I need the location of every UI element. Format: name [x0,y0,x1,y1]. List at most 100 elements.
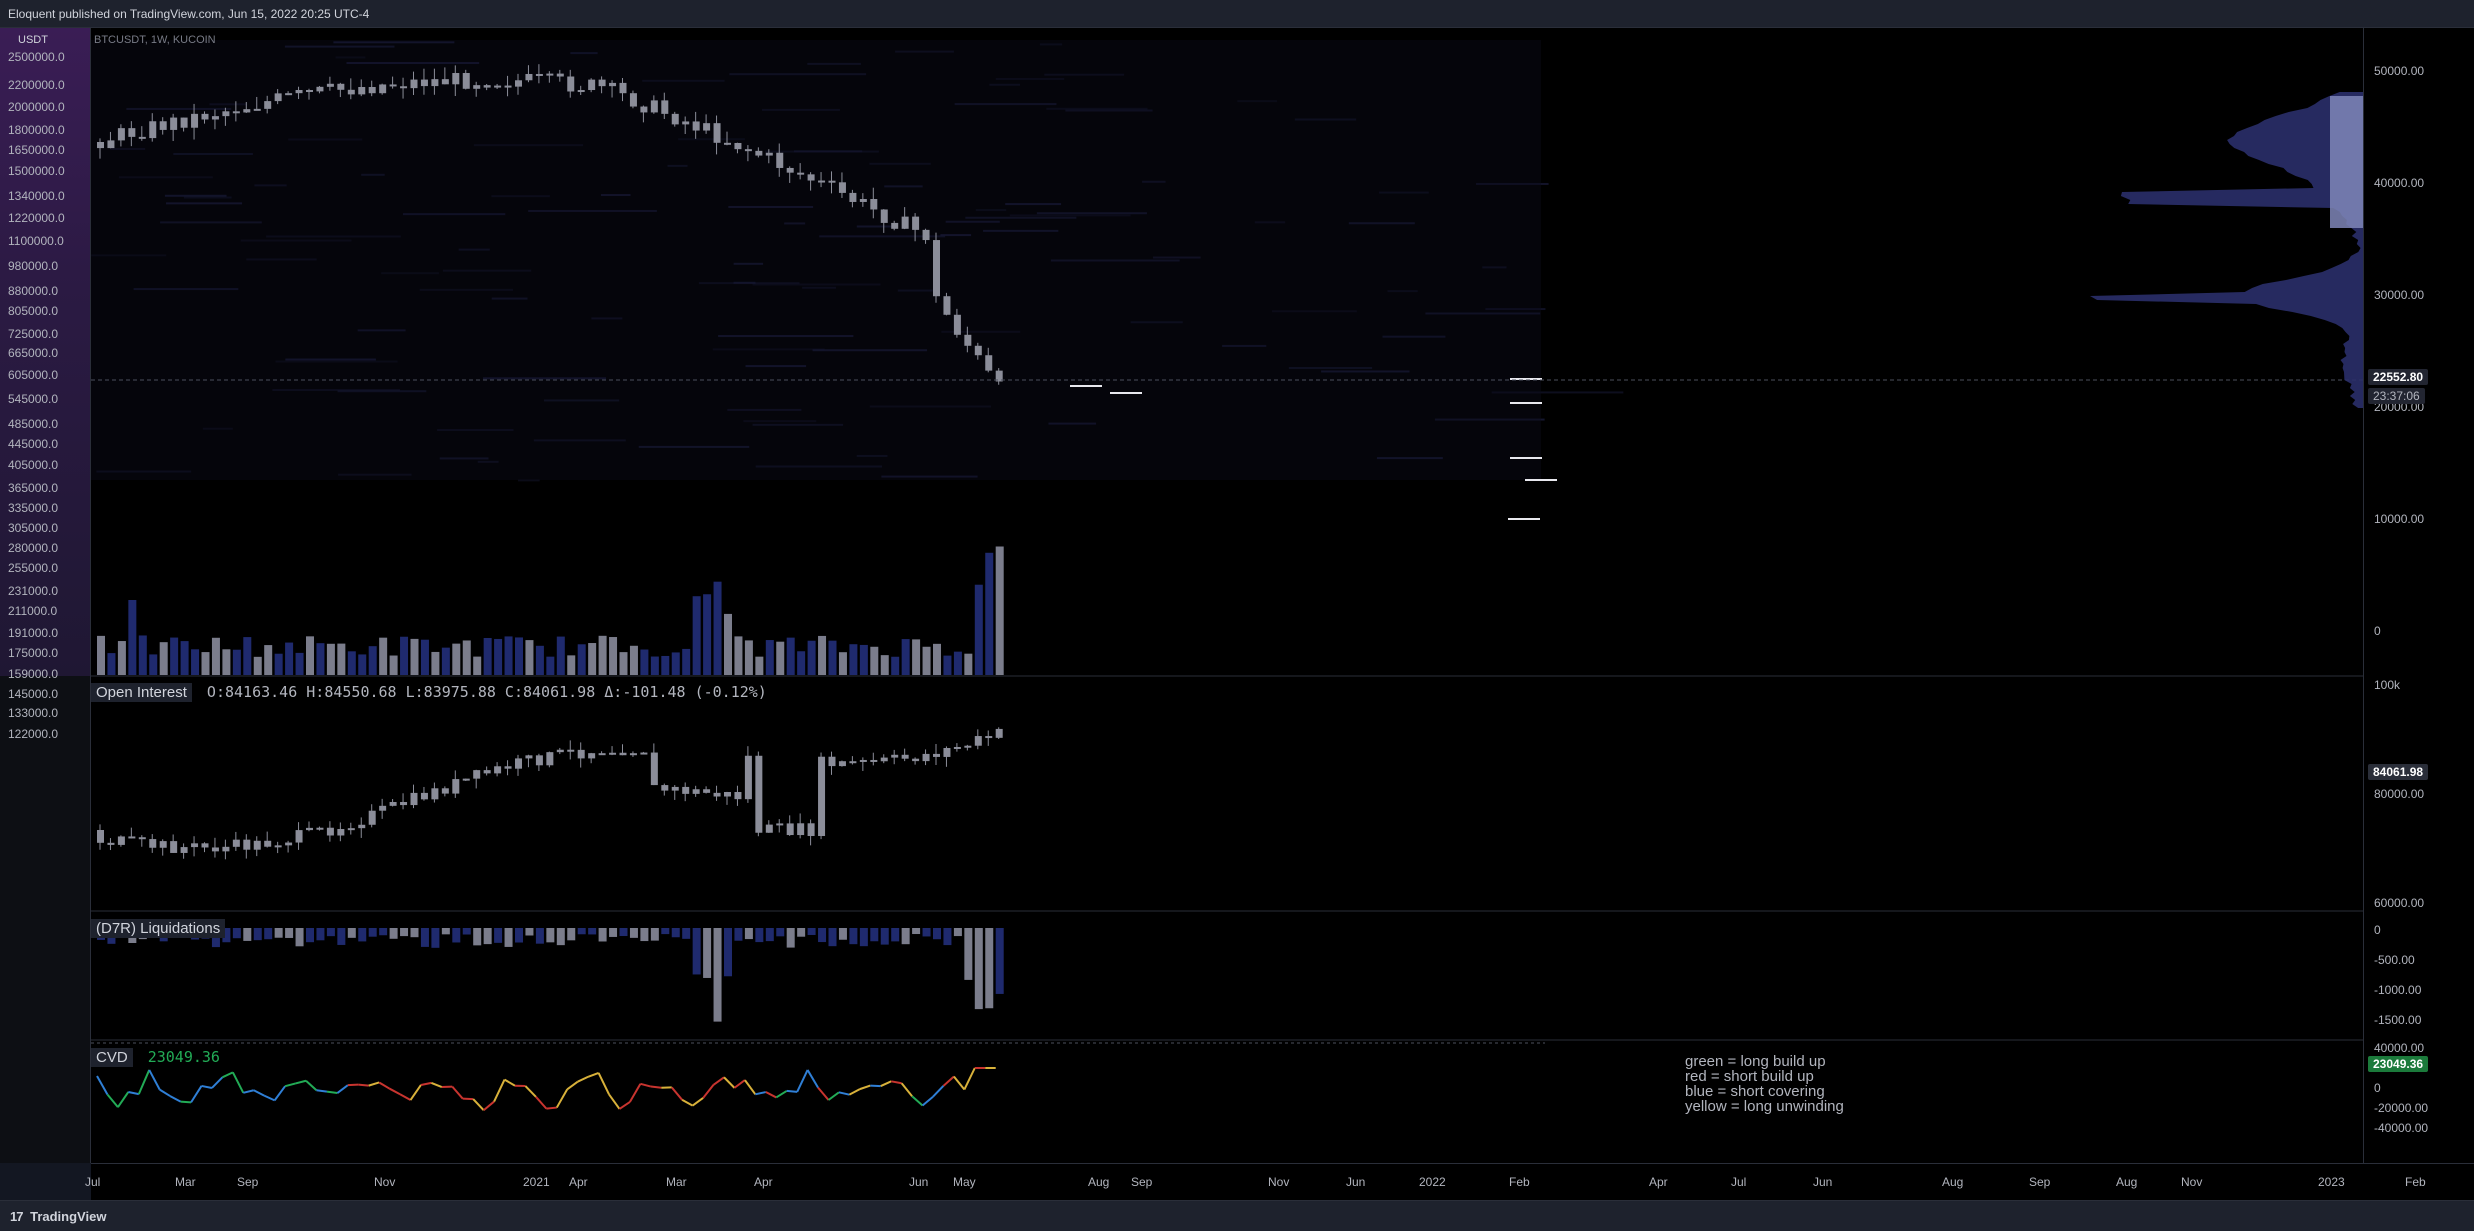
volume-bar [567,655,575,675]
oi-title[interactable]: Open Interest [91,683,192,702]
right-axis-label: -500.00 [2374,953,2415,967]
liquidation-bar [714,928,722,1022]
time-axis-label: Jul [1731,1175,1746,1189]
cvd-line-segment [818,1088,828,1100]
volume-bar [902,639,910,675]
price-candle-body [139,137,146,139]
price-candle-body [620,83,627,93]
volume-bar [107,653,115,675]
cvd-line-segment [546,1108,556,1109]
volume-bar [463,640,471,675]
liquidation-bar [400,928,408,936]
price-candle-body [128,128,135,137]
right-axis-label: 10000.00 [2374,512,2424,526]
volume-bar [829,641,837,675]
oi-candle-body [829,757,836,766]
oi-candle-body [254,841,261,850]
cvd-line-segment [964,1068,974,1090]
volume-bar [181,641,189,675]
oi-candle-body [379,806,386,811]
volume-bar [316,643,324,675]
liquidation-bar [327,928,335,936]
liquidations-title[interactable]: (D7R) Liquidations [91,919,225,938]
volume-bar [724,614,732,675]
volume-bar [254,657,262,675]
price-candle-body [160,121,167,130]
oi-candle-body [546,752,553,765]
price-candle-body [943,296,950,315]
volume-bar [327,644,335,675]
cvd-line-segment [275,1086,285,1100]
oi-candle-body [170,841,177,853]
oi-candle-body [473,770,480,779]
tradingview-mark-icon: 17 [10,1209,22,1224]
cvd-line-segment [891,1081,901,1083]
cvd-line-segment [881,1081,891,1086]
volume-bar [243,637,251,675]
liquidation-bar [912,928,920,934]
cvd-line-segment [536,1097,546,1109]
oi-candle-body [536,755,543,765]
price-candle-body [724,143,731,145]
price-candle-body [755,151,762,156]
cvd-title[interactable]: CVD [91,1048,133,1067]
price-candle-body [494,86,501,88]
oi-candle-body [755,756,762,833]
oi-candle-body [128,836,135,838]
volume-profile-value-area [2330,96,2363,228]
liquidation-bar [881,928,889,945]
liquidation-level-mark [1070,385,1102,387]
cvd-line-segment [609,1094,619,1109]
volume-bar [693,596,701,675]
oi-candle-body [787,823,794,835]
price-candle-body [975,346,982,355]
volume-bar [484,638,492,675]
cvd-line-segment [588,1073,598,1077]
cvd-line-segment [933,1086,943,1097]
tradingview-logo[interactable]: 17 TradingView [10,1209,106,1224]
price-candle-body [202,114,209,120]
oi-candle-body [923,754,930,761]
cvd-line-segment [630,1084,640,1102]
bar-countdown: 23:37:06 [2368,388,2425,404]
volume-bar [651,657,659,675]
cvd-line-segment [808,1070,818,1088]
cvd-line-segment [640,1084,650,1087]
cvd-line-segment [118,1092,128,1107]
cvd-line-segment [337,1085,347,1093]
price-candle-body [191,114,198,128]
cvd-line-segment [787,1091,797,1092]
oi-candle-body [912,759,919,761]
price-candle-body [170,118,177,130]
right-axis-label: 40000.00 [2374,176,2424,190]
volume-bar [118,641,126,675]
oi-candle-body [222,847,229,852]
oi-candle-body [609,753,616,755]
liquidation-bar [358,928,366,941]
oi-candle-body [933,754,940,757]
price-candle-body [431,79,438,86]
time-axis-label: Mar [175,1175,196,1189]
price-candle-body [536,74,543,76]
volume-bar [222,649,230,675]
time-axis-label: Sep [237,1175,258,1189]
liquidation-bar [933,928,941,939]
price-candle-body [358,87,365,94]
cvd-legend: CVD 23049.36 [91,1048,220,1066]
liquidation-bar [996,928,1004,994]
cvd-line-segment [557,1089,567,1107]
oi-candle-body [902,755,909,759]
volume-bar [285,643,293,675]
volume-bar [860,645,868,675]
price-candle-body [484,85,491,87]
price-candle-body [964,335,971,346]
price-candle-body [452,73,459,84]
price-candle-body [661,100,668,113]
price-candle-body [411,80,418,89]
volume-bar [494,639,502,675]
liquidation-bar [369,928,377,937]
cvd-line-segment [222,1072,232,1077]
